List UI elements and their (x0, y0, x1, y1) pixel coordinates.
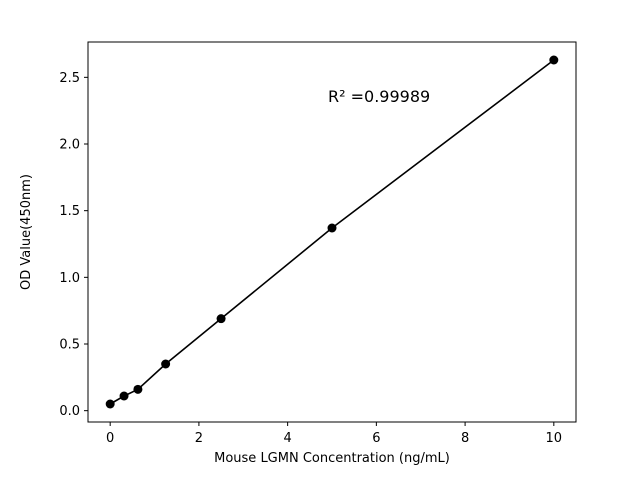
data-point (327, 223, 337, 233)
data-point (549, 55, 559, 65)
data-point (119, 391, 129, 401)
y-tick-label: 1.5 (59, 204, 80, 219)
x-tick-label: 4 (283, 431, 291, 446)
r-squared-annotation: R² =0.99989 (328, 87, 430, 106)
y-tick-label: 2.5 (59, 71, 80, 86)
x-tick-label: 6 (372, 431, 380, 446)
x-tick-label: 2 (195, 431, 203, 446)
y-tick-label: 0.0 (59, 404, 80, 419)
y-tick-label: 0.5 (59, 338, 80, 353)
plot-area: 0 2 4 6 8 10 0.0 0.5 1.0 1.5 2.0 2.5 (59, 41, 577, 446)
x-tick-label: 10 (546, 431, 563, 446)
x-axis-label: Mouse LGMN Concentration (ng/mL) (214, 451, 450, 466)
data-point (105, 399, 115, 409)
x-tick-label: 8 (461, 431, 469, 446)
data-point (216, 314, 226, 324)
data-point (161, 359, 171, 369)
y-tick-label: 2.0 (59, 138, 80, 153)
data-point (133, 384, 143, 394)
y-axis-label: OD Value(450nm) (19, 174, 34, 290)
y-tick-label: 1.0 (59, 271, 80, 286)
x-tick-label: 0 (106, 431, 114, 446)
axes-frame (87, 41, 577, 423)
